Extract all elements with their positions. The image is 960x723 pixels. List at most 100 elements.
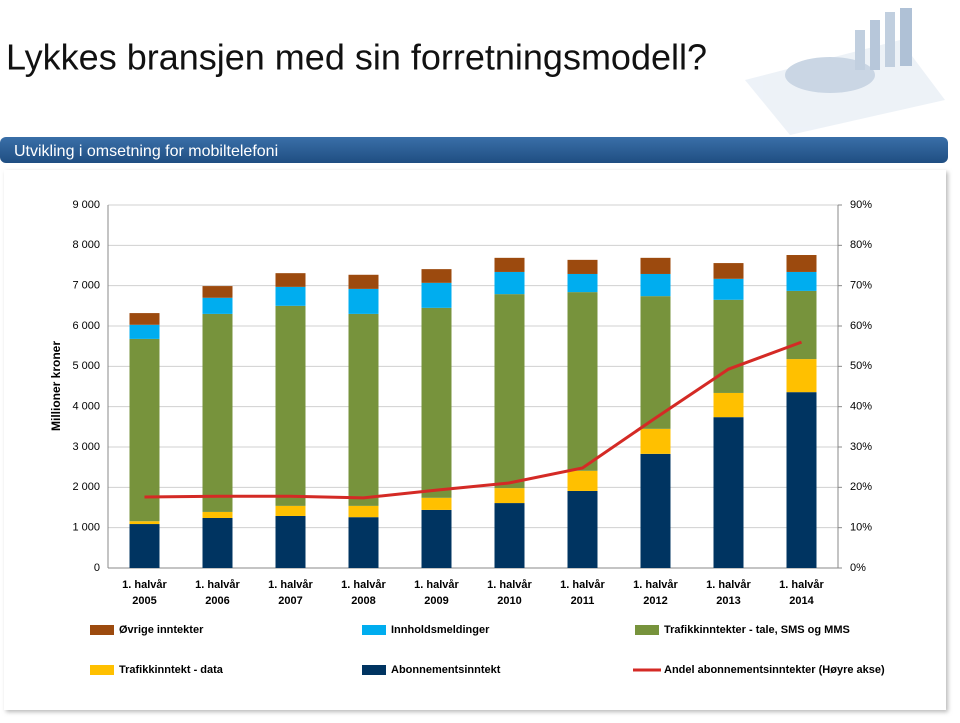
banner-text: Utvikling i omsetning for mobiltelefoni: [14, 143, 278, 160]
bar-segment: [421, 509, 452, 568]
x-tick-label: 1. halvår: [706, 579, 751, 591]
x-tick-label: 2005: [132, 595, 156, 607]
x-tick-label: 1. halvår: [560, 579, 605, 591]
legend-label: Andel abonnementsinntekter (Høyre akse): [664, 664, 885, 676]
y2-tick-label: 40%: [850, 401, 872, 413]
legend-label: Trafikkinntekter - tale, SMS og MMS: [664, 624, 850, 636]
bar-segment: [202, 517, 233, 568]
bar-segment: [129, 338, 160, 522]
bar-segment: [567, 259, 598, 274]
y-tick-label: 8 000: [72, 239, 100, 251]
bar-segment: [202, 286, 233, 298]
bar-segment: [567, 292, 598, 471]
decor-illustration: [745, 8, 945, 135]
bar-segment: [275, 505, 306, 516]
bar-segment: [640, 453, 671, 568]
x-tick-label: 2013: [716, 595, 740, 607]
bar-segment: [129, 313, 160, 325]
x-tick-label: 2010: [497, 595, 521, 607]
bar-segment: [275, 305, 306, 506]
bar-segment: [494, 257, 525, 272]
bar-segment: [640, 296, 671, 429]
bar-segment: [494, 488, 525, 504]
x-tick-label: 1. halvår: [487, 579, 532, 591]
y2-tick-label: 50%: [850, 360, 872, 372]
legend-swatch: [635, 625, 659, 635]
bar-segment: [713, 278, 744, 300]
y2-tick-label: 80%: [850, 239, 872, 251]
bar-segment: [640, 273, 671, 297]
bar-segment: [202, 297, 233, 314]
bar-segment: [567, 273, 598, 293]
x-tick-label: 2011: [571, 595, 595, 607]
y-tick-label: 9 000: [72, 199, 100, 211]
bar-segment: [494, 271, 525, 295]
x-tick-label: 1. halvår: [414, 579, 459, 591]
y-tick-label: 7 000: [72, 280, 100, 292]
y2-tick-label: 90%: [850, 199, 872, 211]
bar-segment: [713, 299, 744, 393]
bar-segment: [786, 290, 817, 360]
bar-segment: [786, 359, 817, 393]
bar-segment: [421, 269, 452, 283]
line-series: [144, 340, 803, 500]
x-tick-label: 1. halvår: [268, 579, 313, 591]
bar-segment: [713, 392, 744, 418]
y2-tick-label: 70%: [850, 280, 872, 292]
bar-segment: [640, 428, 671, 454]
y-tick-label: 4 000: [72, 401, 100, 413]
y-tick-label: 1 000: [72, 522, 100, 534]
y-axis-label: Millioner kroner: [49, 341, 63, 431]
slide-title: Lykkes bransjen med sin forretningsmodel…: [6, 37, 707, 78]
y-tick-label: 2 000: [72, 481, 100, 493]
legend-swatch: [90, 665, 114, 675]
bar-segment: [129, 521, 160, 525]
x-tick-label: 1. halvår: [195, 579, 240, 591]
x-tick-label: 1. halvår: [122, 579, 167, 591]
y2-tick-label: 0%: [850, 562, 866, 574]
y-tick-label: 0: [94, 562, 100, 574]
banner: [0, 137, 948, 163]
bar-segment: [348, 288, 379, 314]
legend-label: Innholdsmeldinger: [391, 624, 490, 636]
x-tick-label: 2006: [205, 595, 229, 607]
bar-segment: [640, 257, 671, 274]
bar-segment: [129, 324, 160, 339]
y-tick-label: 3 000: [72, 441, 100, 453]
y2-tick-label: 30%: [850, 441, 872, 453]
legend-label: Trafikkinntekt - data: [119, 664, 224, 676]
x-tick-label: 2012: [643, 595, 667, 607]
legend-swatch: [362, 625, 386, 635]
bar-segment: [421, 282, 452, 308]
y2-tick-label: 10%: [850, 522, 872, 534]
x-tick-label: 1. halvår: [341, 579, 386, 591]
bar-segment: [421, 307, 452, 498]
legend-label: Abonnementsinntekt: [391, 664, 501, 676]
bar-segment: [567, 470, 598, 491]
y2-tick-label: 60%: [850, 320, 872, 332]
x-tick-label: 1. halvår: [779, 579, 824, 591]
bar-segment: [713, 263, 744, 279]
x-tick-label: 1. halvår: [633, 579, 678, 591]
bar-segment: [786, 271, 817, 291]
bar-segment: [275, 273, 306, 287]
legend-swatch: [90, 625, 114, 635]
bar-segment: [567, 490, 598, 568]
x-tick-label: 2008: [351, 595, 375, 607]
bar-segment: [348, 517, 379, 568]
legend-label: Øvrige inntekter: [119, 624, 204, 636]
bar-segment: [421, 497, 452, 510]
y2-tick-label: 20%: [850, 481, 872, 493]
bar-segment: [713, 417, 744, 568]
bar-segment: [494, 294, 525, 489]
bar-segment: [202, 511, 233, 518]
bar-segment: [129, 524, 160, 568]
bar-segment: [494, 503, 525, 568]
legend-swatch: [362, 665, 386, 675]
bar-segment: [786, 255, 817, 272]
y-tick-label: 6 000: [72, 320, 100, 332]
bar-segment: [348, 274, 379, 289]
bar-segment: [786, 392, 817, 568]
